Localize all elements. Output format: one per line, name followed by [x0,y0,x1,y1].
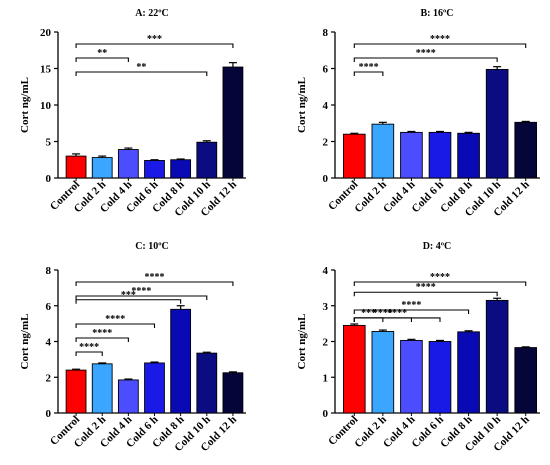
bar-cold-8-h [457,132,480,179]
bar-cold-4-h [400,339,423,414]
significance-label: *** [361,308,376,319]
bar-cold-12-h [514,121,538,179]
significance-label: *** [121,290,136,301]
bar-cold-2-h [371,331,395,414]
y-tick-label: 3 [323,301,329,313]
bar-cold-6-h [428,341,452,414]
y-tick-label: 15 [40,64,52,76]
significance-bracket [75,299,182,304]
significance-label: **** [430,272,450,283]
significance-label: **** [416,48,436,59]
significance-bracket [75,281,234,286]
bar-cold-2-h [371,123,395,179]
significance-label: **** [79,342,99,353]
significance-bracket [75,337,129,342]
significance-bracket [75,323,156,328]
significance-bracket [353,71,384,76]
significance-label: **** [92,328,112,339]
y-axis-label: Cort ng/mL [296,314,308,370]
y-tick-label: 4 [323,265,329,277]
bar-cold-12-h [222,372,244,414]
y-tick-label: 2 [323,137,329,149]
significance-label: ** [97,48,107,59]
significance-bracket [353,43,527,48]
bar-cold-6-h [144,160,165,179]
significance-label: ** [136,62,146,73]
bar-control [342,324,366,414]
bar-cold-8-h [170,308,192,414]
significance-label: **** [373,308,393,319]
y-tick-label: 0 [46,173,52,185]
bar-cold-8-h [457,331,480,414]
y-tick-label: 0 [46,408,52,420]
significance-bracket [353,281,527,286]
bar-cold-4-h [117,379,139,414]
bar-cold-2-h [91,157,113,179]
significance-label: **** [387,308,407,319]
significance-bracket [75,351,103,356]
significance-label: **** [401,300,421,311]
significance-bracket [75,57,129,62]
bar-cold-10-h [196,141,218,179]
y-tick-label: 4 [323,100,329,112]
bar-cold-6-h [144,362,165,414]
chart-title: D: 4ºC [423,241,452,252]
y-tick-label: 0 [323,173,329,185]
y-tick-label: 10 [40,100,52,112]
bar-cold-12-h [222,66,244,179]
significance-label: *** [147,34,162,45]
bar-cold-10-h [485,299,509,414]
y-axis-label: Cort ng/mL [19,314,31,370]
y-tick-label: 20 [40,27,52,39]
significance-label: **** [359,62,379,73]
y-tick-label: 6 [46,301,52,313]
significance-bracket [353,291,498,297]
significance-bracket [353,57,498,62]
chart-title: B: 16ºC [420,8,453,19]
chart-title: C: 10ºC [135,241,169,252]
significance-bracket [75,295,208,300]
y-tick-label: 4 [46,337,52,349]
y-axis-label: Cort ng/mL [19,77,31,133]
significance-bracket [75,43,234,48]
y-tick-label: 8 [323,27,329,39]
bar-cold-4-h [117,149,139,179]
y-axis-label: Cort ng/mL [296,77,308,133]
bar-cold-12-h [514,347,538,414]
significance-label: **** [430,34,450,45]
significance-label: **** [416,282,436,293]
bar-cold-10-h [196,352,218,414]
bar-control [65,155,87,179]
significance-bracket [353,317,384,322]
y-tick-label: 2 [323,337,329,349]
y-tick-label: 0 [323,408,329,420]
y-tick-label: 8 [46,265,52,277]
bar-cold-8-h [170,159,192,179]
bar-control [342,133,366,179]
bar-cold-10-h [485,68,509,179]
bar-cold-4-h [400,131,423,179]
significance-bracket [353,309,470,314]
bar-cold-2-h [91,363,113,414]
y-tick-label: 6 [323,64,329,76]
y-tick-label: 1 [323,372,329,384]
significance-bracket [75,71,208,76]
y-tick-label: 5 [46,137,52,149]
chart-title: A: 22ºC [135,8,169,19]
significance-label: **** [105,314,125,325]
y-tick-label: 2 [46,372,52,384]
bar-control [65,369,87,414]
bar-cold-6-h [428,131,452,179]
significance-label: **** [131,286,151,297]
significance-label: **** [145,272,165,283]
